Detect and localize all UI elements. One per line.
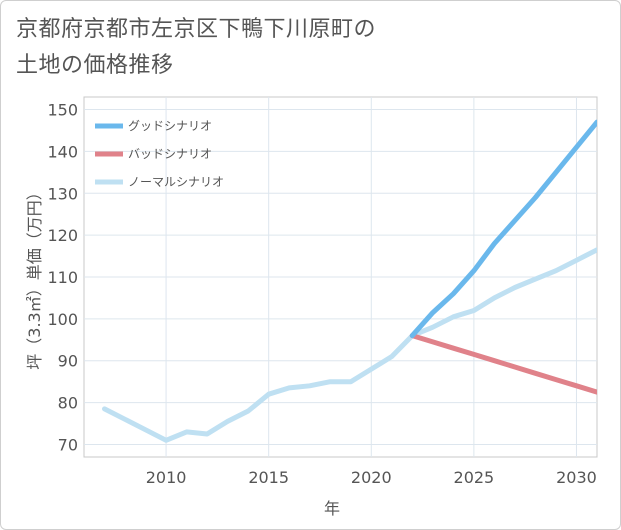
chart-title: 京都府京都市左京区下鴨下川原町の 土地の価格推移 bbox=[16, 12, 536, 84]
y-tick-label: 140 bbox=[47, 142, 78, 161]
chart-title-line2: 土地の価格推移 bbox=[16, 53, 174, 78]
y-tick-label: 100 bbox=[47, 310, 78, 329]
y-tick-label: 90 bbox=[58, 352, 78, 371]
x-tick-label: 2025 bbox=[454, 468, 495, 487]
y-tick-label: 120 bbox=[47, 226, 78, 245]
x-tick-label: 2030 bbox=[556, 468, 597, 487]
y-tick-label: 80 bbox=[58, 394, 78, 413]
chart-title-line1: 京都府京都市左京区下鴨下川原町の bbox=[16, 17, 377, 42]
series-line-1 bbox=[409, 333, 597, 395]
y-tick-label: 150 bbox=[47, 101, 78, 120]
legend-label-2: ノーマルシナリオ bbox=[128, 175, 224, 189]
y-tick-label: 130 bbox=[47, 184, 78, 203]
series-line-0 bbox=[409, 119, 597, 339]
series-group bbox=[102, 119, 597, 443]
x-tick-label: 2020 bbox=[351, 468, 392, 487]
x-tick-label: 2010 bbox=[146, 468, 187, 487]
y-tick-label: 70 bbox=[58, 435, 78, 454]
tick-labels: 70 80 90 100 110 120 130 140 150 2010 2015 2020 2025… bbox=[47, 101, 596, 487]
y-axis-label: 坪（3.3㎡）単価（万円） bbox=[25, 184, 44, 369]
x-tick-label: 2015 bbox=[248, 468, 289, 487]
grid-lines bbox=[84, 97, 597, 457]
y-tick-label: 110 bbox=[47, 268, 78, 287]
legend-label-1: バッドシナリオ bbox=[128, 147, 212, 161]
series-line-2 bbox=[102, 247, 597, 443]
legend-label-0: グッドシナリオ bbox=[128, 119, 212, 133]
x-axis-label: 年 bbox=[324, 499, 340, 518]
